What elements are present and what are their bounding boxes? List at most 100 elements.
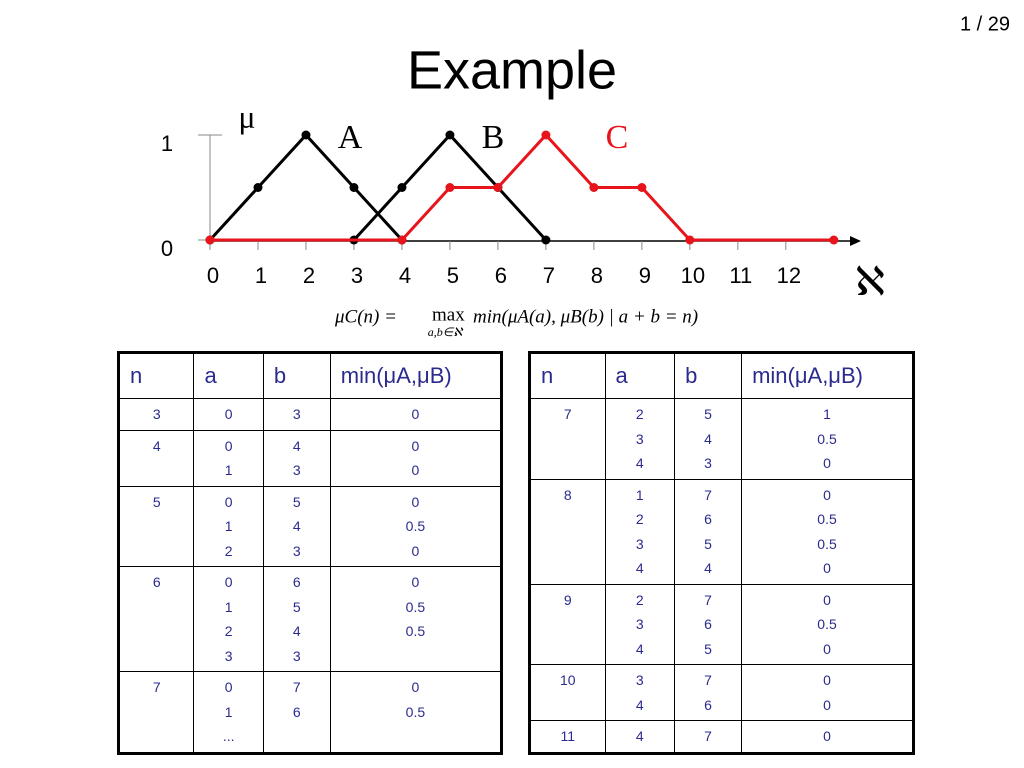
min-cell: 0 0.5 0.5 0	[741, 478, 914, 585]
x-tick-label: 8	[591, 263, 603, 288]
y-axis-label: μ	[238, 98, 255, 134]
min-value: 0.5	[405, 703, 426, 720]
min-value: 0	[411, 493, 420, 510]
group-row: 8 1 2 3 4 7 6 5 4 0 0.5 0.5 0	[529, 478, 914, 585]
a-cell: 0	[193, 398, 264, 431]
series-point	[493, 183, 503, 192]
x-tick-label: 1	[255, 263, 267, 288]
b-value: 3	[292, 542, 301, 559]
series-point	[541, 130, 551, 140]
min-value: 1	[823, 406, 831, 422]
slide-title: Example	[407, 40, 617, 100]
table: n a b min(μA,μB) 3 0 3 0 4 0 1 4 3 0 0 5 0 1 2 5 4 3 0 0.5 0 6 0 1 2…	[117, 351, 503, 755]
a-value: 3	[635, 672, 644, 688]
x-tick-label: 6	[495, 263, 507, 288]
min-cell: 0 0.5	[329, 671, 503, 754]
formula-lhs: μC(n) =	[334, 306, 397, 327]
series-point	[349, 183, 359, 192]
b-value: 6	[704, 616, 712, 632]
b-cell: 5 4 3	[674, 398, 743, 480]
header-row: n a b min(μA,μB)	[117, 352, 503, 399]
min-value: 0	[411, 406, 420, 422]
x-tick-label: 10	[681, 263, 705, 288]
x-tick-label: 5	[447, 263, 459, 288]
series-point	[253, 183, 263, 192]
min-value: 0	[411, 437, 420, 454]
a-value: 3	[224, 647, 233, 664]
min-value: 0	[411, 462, 420, 478]
b-value: 5	[704, 535, 712, 552]
chart: 1 / 29 Example μ ℵ μC(n) = max a,b∈ℵ min…	[161, 13, 1010, 338]
a-cell: 0 1 2	[193, 485, 264, 567]
page-number: 1 / 29	[960, 13, 1010, 35]
table: n a b min(μA,μB) 7 2 3 4 5 4 3 1 0.5 0 8 1 2 3 4 7 6 5 4 0 0.5 0.…	[528, 351, 915, 755]
header-cell: b	[674, 352, 743, 399]
n-cell: 11	[529, 720, 606, 754]
min-cell: 0 0.5 0.5	[329, 566, 503, 672]
a-value: 2	[224, 542, 233, 559]
a-cell: 2 3 4	[604, 398, 676, 480]
min-value: 0	[823, 591, 831, 608]
group-row: 9 2 3 4 7 6 5 0 0.5 0	[529, 583, 914, 665]
b-value: 3	[292, 647, 301, 664]
a-value: 0	[224, 406, 233, 422]
header-cell: a	[193, 352, 264, 399]
b-value: 7	[704, 672, 712, 688]
series-point	[301, 130, 311, 140]
x-tick-label: 4	[399, 263, 411, 288]
a-value: 2	[635, 406, 644, 422]
min-cell: 0 0.5 0	[741, 583, 914, 665]
series-label: A	[338, 119, 363, 156]
series-point	[829, 235, 839, 245]
series-point	[397, 235, 407, 245]
n-cell: 4	[117, 429, 195, 487]
a-value: 4	[635, 728, 644, 744]
min-value: 0.5	[817, 535, 837, 552]
b-cell: 6 5 4 3	[262, 566, 331, 672]
n-cell: 7	[117, 671, 195, 754]
min-value: 0	[823, 455, 831, 471]
b-value: 7	[704, 728, 712, 744]
b-value: 6	[292, 574, 301, 590]
group-row: 10 3 4 7 6 0 0	[529, 664, 914, 721]
b-cell: 3	[262, 398, 331, 431]
y-tick-label: 1	[161, 131, 173, 156]
b-value: 7	[704, 591, 712, 608]
group-row: 3 0 3 0	[117, 398, 503, 431]
group-row: 7 0 1... 7 6 0 0.5	[117, 671, 503, 754]
series-point	[397, 183, 407, 192]
b-value: 4	[292, 518, 301, 534]
a-value: 1	[224, 518, 233, 534]
min-value: 0.5	[405, 598, 426, 615]
b-value: 7	[704, 486, 712, 503]
series-label: C	[606, 119, 629, 156]
n-cell: 3	[117, 398, 195, 431]
min-value: 0.5	[405, 518, 426, 534]
b-value: 6	[704, 511, 712, 527]
series-point	[541, 235, 551, 245]
min-value: 0.5	[817, 616, 837, 632]
x-tick-label: 2	[303, 263, 315, 288]
min-value: 0.5	[817, 430, 837, 447]
a-value: 1	[224, 462, 233, 478]
a-value: 2	[635, 591, 644, 608]
b-value: 5	[292, 598, 301, 615]
b-cell: 7	[674, 720, 743, 754]
min-value: 0	[823, 672, 831, 688]
b-value: 4	[704, 430, 712, 447]
header-cell: min(μA,μB)	[741, 352, 914, 399]
a-value: ...	[222, 728, 235, 744]
b-cell: 7 6 5 4	[674, 478, 743, 585]
n-cell: 7	[529, 398, 606, 480]
header-row: n a b min(μA,μB)	[529, 352, 914, 399]
min-value: 0.5	[405, 623, 426, 639]
a-value: 3	[635, 430, 644, 447]
a-value: 2	[224, 623, 233, 639]
a-value: 0	[224, 437, 233, 454]
n-cell: 5	[117, 485, 195, 567]
group-row: 6 0 1 2 3 6 5 4 3 0 0.5 0.5	[117, 566, 503, 672]
a-value: 3	[635, 535, 644, 552]
